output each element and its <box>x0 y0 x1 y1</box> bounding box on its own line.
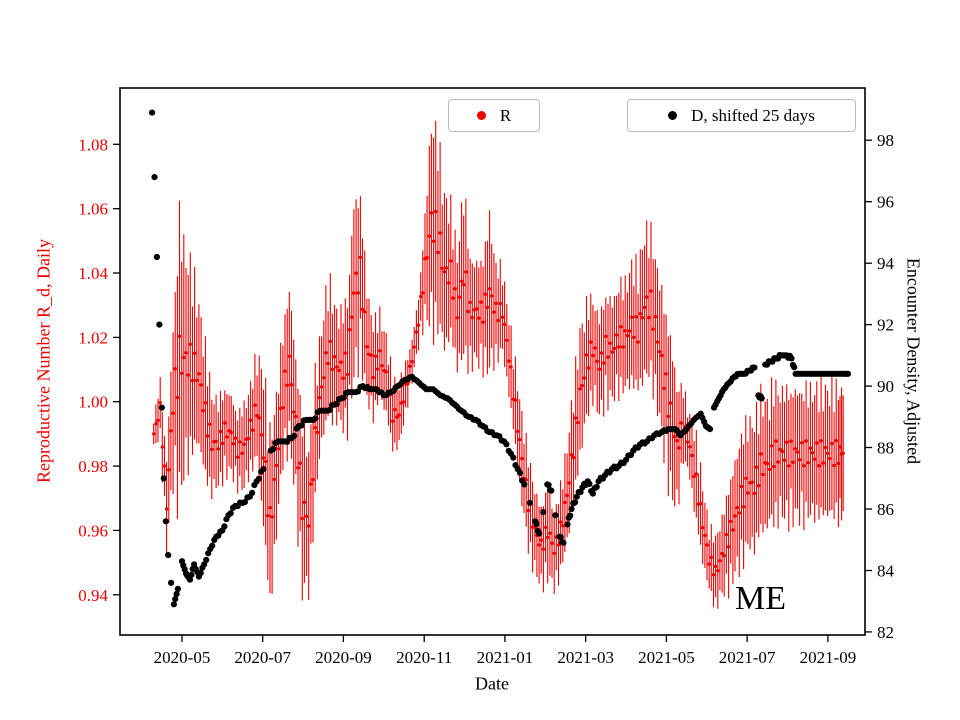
svg-text:90: 90 <box>877 377 894 396</box>
right-axis-label: Encounter Density, Adjusted <box>903 257 924 465</box>
svg-text:2021-07: 2021-07 <box>719 648 776 667</box>
svg-text:0.96: 0.96 <box>78 521 108 540</box>
svg-text:86: 86 <box>877 500 894 519</box>
legend-marker-r-icon <box>476 111 486 120</box>
x-axis-label: Date <box>475 673 509 694</box>
series-d-markers <box>149 109 852 608</box>
svg-text:2020-11: 2020-11 <box>396 648 452 667</box>
svg-text:2020-07: 2020-07 <box>234 648 291 667</box>
legend-label-d: D, shifted 25 days <box>691 105 815 125</box>
legend-label-r: R <box>499 105 512 125</box>
svg-text:1.08: 1.08 <box>78 135 108 154</box>
svg-text:2020-05: 2020-05 <box>154 648 211 667</box>
svg-text:2021-05: 2021-05 <box>638 648 695 667</box>
svg-text:2021-03: 2021-03 <box>557 648 614 667</box>
series-r-errorbars <box>153 120 844 609</box>
state-annotation: ME <box>735 580 786 617</box>
legend-box-r: R <box>448 99 540 132</box>
legend-box-d: D, shifted 25 days <box>627 99 856 132</box>
series-r-markers <box>152 209 845 577</box>
left-axis-label: Reproductive Number R_d, Daily <box>33 239 54 483</box>
svg-text:96: 96 <box>877 193 894 212</box>
svg-text:1.06: 1.06 <box>78 200 108 219</box>
svg-text:88: 88 <box>877 439 894 458</box>
svg-text:92: 92 <box>877 316 894 335</box>
svg-text:2021-09: 2021-09 <box>800 648 857 667</box>
svg-text:1.02: 1.02 <box>78 328 108 347</box>
svg-text:2020-09: 2020-09 <box>315 648 372 667</box>
legend-marker-d-icon <box>668 111 678 120</box>
svg-text:0.98: 0.98 <box>78 457 108 476</box>
svg-text:1.04: 1.04 <box>78 264 108 283</box>
svg-text:1.00: 1.00 <box>78 393 108 412</box>
svg-text:94: 94 <box>877 254 895 273</box>
svg-text:2021-01: 2021-01 <box>477 648 534 667</box>
svg-text:0.94: 0.94 <box>78 586 108 605</box>
svg-text:98: 98 <box>877 131 894 150</box>
svg-text:84: 84 <box>877 562 895 581</box>
svg-text:82: 82 <box>877 623 894 642</box>
